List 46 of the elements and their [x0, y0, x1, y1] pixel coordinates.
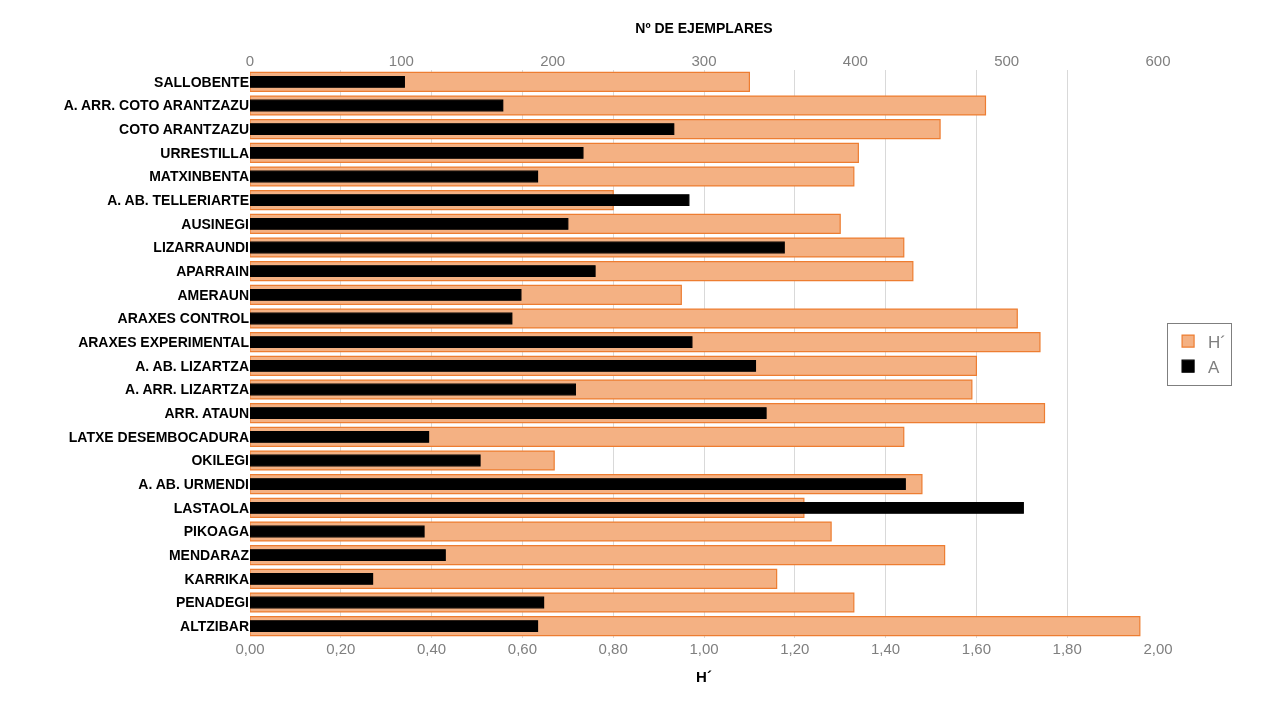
- y-tick-label: A. AB. LIZARTZA: [135, 357, 249, 374]
- y-tick-label: LASTAOLA: [173, 499, 249, 516]
- x2-tick-label: 0: [245, 52, 255, 69]
- x-tick-label: 0,60: [507, 640, 537, 657]
- x-tick-label: 1,60: [961, 640, 991, 657]
- x2-tick-label: 500: [994, 52, 1020, 69]
- y-tick-label: AMERAUN: [177, 286, 249, 303]
- y-tick-label: PENADEGI: [175, 594, 249, 611]
- y-tick-label: KARRIKA: [184, 570, 249, 587]
- y-tick-label: OKILEGI: [191, 452, 249, 469]
- x-tick-label: 0,00: [235, 640, 265, 657]
- y-tick-label: URRESTILLA: [160, 144, 249, 161]
- x2-tick-label: 400: [842, 52, 868, 69]
- x2-tick-label: 600: [1145, 52, 1171, 69]
- y-tick-label: ARR. ATAUN: [164, 405, 249, 422]
- y-tick-label: MATXINBENTA: [149, 168, 249, 185]
- y-tick-label: SALLOBENTE: [154, 73, 249, 90]
- x2-tick-label: 300: [691, 52, 717, 69]
- y-tick-label: MENDARAZ: [168, 547, 250, 564]
- y-tick-label: A. ARR. COTO ARANTZAZU: [63, 97, 249, 114]
- x-axis-title: H´: [696, 668, 712, 685]
- x-tick-label: 1,00: [689, 640, 719, 657]
- x-tick-label: 1,80: [1052, 640, 1082, 657]
- x-tick-label: 1,40: [871, 640, 901, 657]
- y-tick-label: A. ARR. LIZARTZA: [125, 381, 249, 398]
- x2-tick-label: 100: [388, 52, 414, 69]
- x-tick-label: 2,00: [1143, 640, 1173, 657]
- x2-axis-title: Nº DE EJEMPLARES: [635, 19, 773, 36]
- y-tick-label: A. AB. TELLERIARTE: [107, 192, 249, 209]
- x-tick-label: 0,20: [326, 640, 356, 657]
- y-tick-label: APARRAIN: [176, 263, 249, 280]
- y-tick-label: AUSINEGI: [181, 215, 249, 232]
- y-tick-label: COTO ARANTZAZU: [119, 121, 249, 138]
- legend-label: H´: [1208, 332, 1227, 352]
- x2-tick-label: 200: [540, 52, 566, 69]
- y-tick-label: ARAXES EXPERIMENTAL: [78, 334, 250, 351]
- x-tick-label: 1,20: [780, 640, 810, 657]
- y-tick-label: ARAXES CONTROL: [117, 310, 250, 327]
- y-tick-label: PIKOAGA: [183, 523, 249, 540]
- y-tick-label: A. AB. URMENDI: [138, 476, 249, 493]
- y-tick-label: LATXE DESEMBOCADURA: [68, 428, 249, 445]
- y-tick-label: LIZARRAUNDI: [153, 239, 249, 256]
- x-tick-label: 0,40: [417, 640, 447, 657]
- legend-label: A: [1208, 357, 1221, 377]
- x-tick-label: 0,80: [598, 640, 628, 657]
- y-tick-label: ALTZIBAR: [180, 618, 249, 635]
